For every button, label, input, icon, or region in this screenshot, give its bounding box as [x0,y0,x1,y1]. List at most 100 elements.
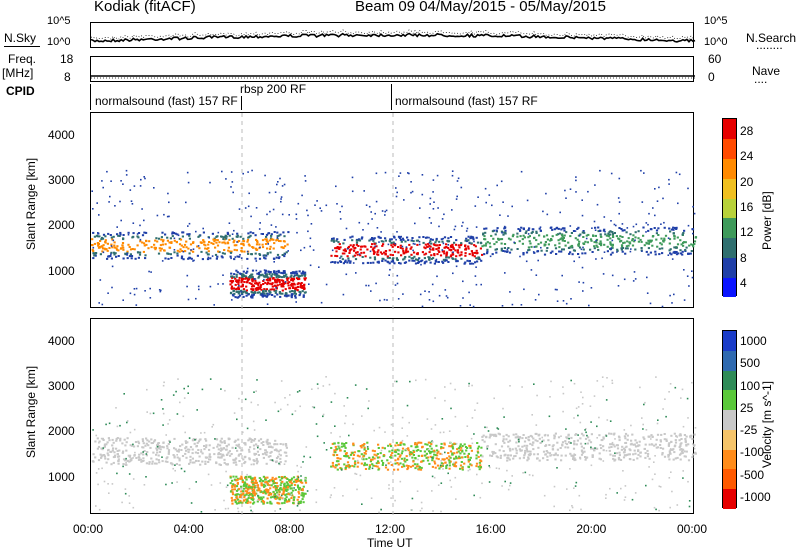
heatmap-cell [278,271,281,274]
heatmap-cell [660,223,662,225]
heatmap-cell [575,179,577,182]
heatmap-cell [400,240,403,243]
heatmap-cell [412,460,415,463]
heatmap-cell [124,488,127,490]
heatmap-cell [234,277,237,280]
heatmap-cell [690,243,693,246]
heatmap-cell [499,214,501,216]
heatmap-cell [219,439,222,442]
heatmap-cell [411,456,414,459]
heatmap-cell [618,439,621,442]
heatmap-cell [418,236,421,239]
heatmap-cell [577,434,579,436]
heatmap-cell [233,488,236,491]
heatmap-cell [318,266,320,268]
heatmap-cell [92,250,95,253]
freq-tick-bottom: 8 [64,70,71,84]
heatmap-cell [266,213,268,216]
heatmap-cell [672,458,675,461]
heatmap-cell [371,463,374,466]
heatmap-cell [339,260,342,263]
heatmap-cell [370,458,373,461]
heatmap-cell [560,237,563,240]
heatmap-cell [139,238,142,241]
heatmap-cell [410,509,413,511]
heatmap-cell [112,447,115,450]
heatmap-cell [535,432,538,435]
heatmap-cell [230,186,232,188]
heatmap-cell [439,452,442,455]
heatmap-cell [445,254,448,257]
heatmap-cell [538,437,541,440]
heatmap-cell [426,443,429,446]
heatmap-cell [476,447,480,450]
heatmap-cell [645,241,648,244]
heatmap-cell [319,207,321,209]
heatmap-cell [543,244,546,247]
heatmap-cell [246,427,249,430]
heatmap-cell [410,181,412,183]
heatmap-cell [589,441,593,444]
heatmap-cell [207,250,210,253]
noise-left-tick-top: 10^5 [47,15,71,27]
heatmap-cell [417,465,420,468]
heatmap-cell [131,248,134,250]
heatmap-cell [257,499,259,501]
heatmap-cell [182,258,185,261]
heatmap-cell [105,443,108,446]
heatmap-cell [219,440,222,443]
heatmap-cell [470,250,473,253]
heatmap-cell [492,433,495,436]
heatmap-cell [601,257,603,260]
heatmap-cell [159,244,162,247]
heatmap-cell [126,460,129,462]
heatmap-cell [162,239,165,242]
heatmap-cell [269,279,272,282]
heatmap-cell [533,383,535,385]
nave-label: Nave [752,64,781,78]
heatmap-cell [378,241,380,243]
heatmap-cell [188,234,191,237]
heatmap-cell [543,235,546,238]
heatmap-cell [262,501,266,504]
heatmap-cell [231,493,235,496]
heatmap-cell [259,274,263,277]
heatmap-cell [578,494,581,497]
heatmap-cell [450,254,453,257]
heatmap-cell [240,277,244,280]
heatmap-cell [258,275,261,278]
heatmap-cell [269,210,271,213]
heatmap-cell [260,284,263,287]
heatmap-cell [254,492,257,495]
heatmap-cell [437,207,439,209]
heatmap-cell [265,481,268,483]
heatmap-cell [231,280,235,283]
heatmap-cell [285,481,288,484]
heatmap-cell [421,251,424,254]
heatmap-cell [322,415,324,418]
heatmap-cell [345,455,348,458]
heatmap-cell [570,436,573,439]
heatmap-cell [225,486,228,488]
heatmap-cell [228,437,231,440]
heatmap-cell [235,485,239,488]
heatmap-cell [518,457,521,460]
heatmap-cell [503,243,507,245]
heatmap-cell [554,432,557,435]
heatmap-cell [237,501,240,504]
heatmap-cell [189,455,192,458]
heatmap-cell [286,486,289,488]
heatmap-cell [455,442,458,445]
heatmap-cell [339,435,341,438]
heatmap-cell [177,378,179,380]
heatmap-cell [91,190,93,192]
heatmap-cell [264,270,267,273]
heatmap-cell [564,454,567,457]
heatmap-cell [140,460,143,463]
heatmap-cell [339,246,342,249]
heatmap-cell [255,289,258,292]
heatmap-cell [275,285,278,288]
heatmap-cell [441,462,445,465]
heatmap-cell [390,423,393,426]
heatmap-cell [449,460,452,463]
